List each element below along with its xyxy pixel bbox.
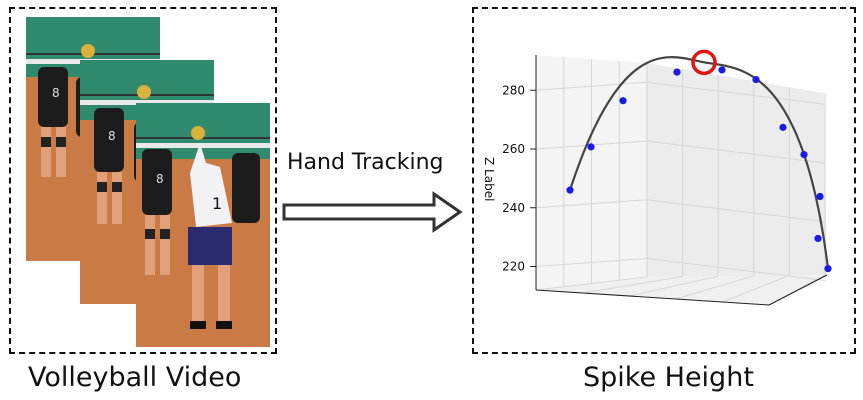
data-point xyxy=(824,265,832,273)
svg-text:8: 8 xyxy=(108,129,116,143)
axes xyxy=(535,55,828,306)
arrow-label: Hand Tracking xyxy=(287,150,444,175)
data-point xyxy=(779,123,787,131)
svg-text:8: 8 xyxy=(52,86,60,100)
z-tick-label: 220 xyxy=(502,260,525,274)
video-caption: Volleyball Video xyxy=(28,362,242,393)
z-axis: 220 240 260 280 xyxy=(502,83,536,274)
data-point xyxy=(566,186,574,194)
data-point xyxy=(673,68,681,76)
right-arrow-icon xyxy=(282,191,463,233)
svg-text:8: 8 xyxy=(156,172,164,186)
z-axis-label: Z Label xyxy=(482,157,496,201)
data-points xyxy=(566,66,832,273)
z-tick-label: 260 xyxy=(502,142,525,156)
data-point xyxy=(752,75,760,84)
z-tick-label: 240 xyxy=(502,201,525,215)
data-point xyxy=(718,66,726,74)
svg-text:1: 1 xyxy=(212,194,222,213)
spike-caption: Spike Height xyxy=(583,362,754,393)
data-point xyxy=(816,192,824,201)
peak-marker xyxy=(691,49,717,76)
floor-pane xyxy=(536,275,827,305)
data-point xyxy=(619,97,627,105)
grid-lines xyxy=(535,57,826,306)
plot-panel xyxy=(472,7,856,354)
spike-height-chart: 220 240 260 280 Z Label xyxy=(482,49,832,306)
data-point xyxy=(800,151,808,159)
back-pane xyxy=(647,63,827,277)
video-panel xyxy=(9,7,277,354)
video-frame-front: 1 8 xyxy=(136,103,270,347)
trajectory-curve xyxy=(568,56,830,269)
data-point xyxy=(587,143,595,151)
data-point xyxy=(814,234,822,243)
z-tick-label: 280 xyxy=(502,83,525,97)
